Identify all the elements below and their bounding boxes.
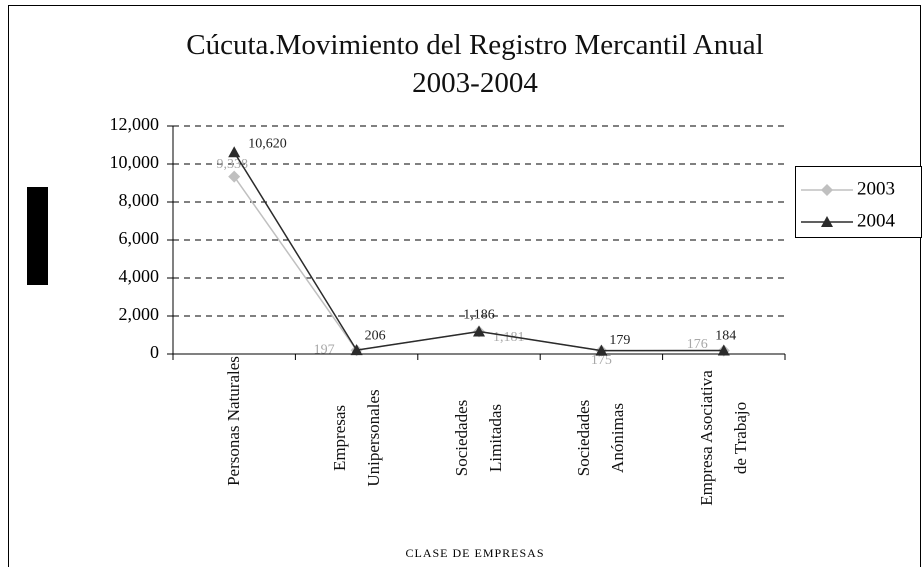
x-axis-label: CLASE DE EMPRESAS (405, 546, 545, 560)
x-tick-label: Empresa Asociativa de Trabajo (696, 370, 750, 506)
x-tick-label: Sociedades Anónimas (574, 399, 628, 477)
x-tick-label: Sociedades Limitadas (452, 399, 505, 477)
data-label: 9,338 (216, 157, 248, 172)
data-label: 206 (365, 328, 386, 343)
data-label: 10,620 (248, 136, 287, 151)
legend-marker (821, 216, 833, 227)
data-label: 179 (609, 333, 630, 348)
series-line (233, 176, 724, 352)
data-point (473, 325, 485, 337)
legend-label: 2004 (857, 210, 896, 231)
y-tick-label: 10,000 (110, 152, 160, 172)
x-tick-label: Empresas Unipersonales (329, 389, 383, 487)
legend-marker (821, 184, 833, 196)
data-point (595, 344, 608, 356)
data-label: 1,186 (463, 308, 495, 323)
y-tick-label: 8,000 (119, 190, 160, 210)
y-tick-label: 2,000 (119, 304, 160, 324)
data-point (228, 170, 241, 183)
legend-label: 2003 (857, 178, 895, 199)
data-point (228, 146, 241, 158)
chart-title: Cúcuta.Movimiento del Registro Mercantil… (186, 29, 764, 99)
data-label: 176 (687, 337, 708, 352)
data-point (717, 344, 730, 356)
x-tick-label: Personas Naturales (224, 356, 244, 486)
data-point (350, 344, 363, 356)
data-label: 1,181 (493, 330, 525, 345)
data-label: 175 (591, 353, 612, 368)
y-tick-label: 6,000 (119, 228, 160, 248)
chart-frame (8, 5, 921, 567)
data-label: 197 (314, 342, 335, 357)
data-label: 184 (715, 329, 736, 344)
y-tick-label: 12,000 (110, 114, 160, 134)
y-tick-label: 0 (150, 342, 159, 362)
side-block (27, 187, 48, 285)
y-tick-label: 4,000 (119, 266, 160, 286)
legend-box (795, 166, 922, 238)
